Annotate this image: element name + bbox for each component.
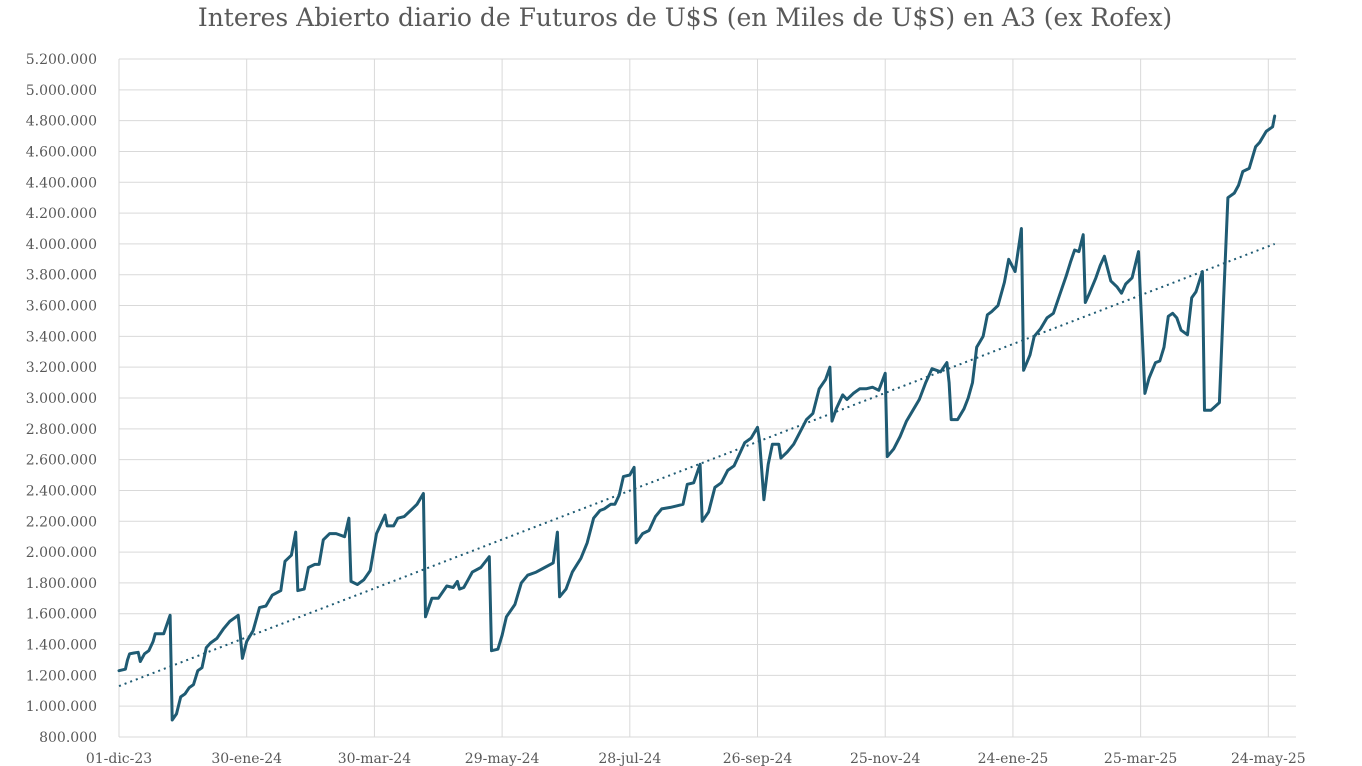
y-tick-label: 2.800.000: [26, 422, 97, 438]
x-tick-label: 25-mar-25: [1104, 751, 1177, 766]
y-axis-tick-labels: 800.000 1.000.000 1.200.000 1.400.000 1.600.…: [26, 52, 97, 746]
x-tick-label: 26-sep-24: [723, 751, 793, 766]
x-tick-label: 01-dic-23: [86, 751, 152, 766]
x-tick-label: 25-nov-24: [850, 751, 921, 766]
y-tick-label: 2.200.000: [26, 514, 97, 530]
y-tick-label: 800.000: [39, 730, 97, 746]
y-tick-label: 2.600.000: [26, 453, 97, 469]
y-tick-label: 1.000.000: [26, 699, 97, 715]
gridlines: [118, 58, 1296, 738]
x-tick-label: 28-jul-24: [598, 751, 661, 766]
y-tick-label: 2.400.000: [26, 483, 97, 499]
y-tick-label: 3.400.000: [26, 329, 97, 345]
y-tick-label: 2.000.000: [26, 545, 97, 561]
y-tick-label: 4.200.000: [26, 206, 97, 222]
x-axis-tick-labels: 01-dic-23 30-ene-24 30-mar-24 29-may-24 28-j…: [86, 751, 1306, 766]
y-tick-label: 3.800.000: [26, 268, 97, 284]
x-tick-label: 30-mar-24: [338, 751, 411, 766]
y-tick-label: 1.600.000: [26, 607, 97, 623]
y-tick-label: 3.200.000: [26, 360, 97, 376]
trendline: [118, 242, 1276, 688]
y-tick-label: 1.800.000: [26, 576, 97, 592]
y-tick-label: 1.400.000: [26, 638, 97, 654]
y-tick-label: 1.200.000: [26, 668, 97, 684]
chart-title: Interes Abierto diario de Futuros de U$S…: [198, 3, 1172, 32]
x-tick-label: 24-may-25: [1231, 751, 1306, 766]
y-tick-label: 5.200.000: [26, 52, 97, 68]
y-tick-label: 5.000.000: [26, 83, 97, 99]
x-tick-label: 29-may-24: [465, 751, 540, 766]
series-layer: [117, 114, 1277, 722]
y-tick-label: 3.000.000: [26, 391, 97, 407]
series-line: [117, 114, 1277, 722]
y-tick-label: 4.400.000: [26, 175, 97, 191]
x-tick-label: 30-ene-24: [211, 751, 282, 766]
x-tick-label: 24-ene-25: [978, 751, 1049, 766]
y-tick-label: 4.000.000: [26, 237, 97, 253]
y-tick-label: 4.800.000: [26, 114, 97, 130]
y-tick-label: 3.600.000: [26, 299, 97, 315]
y-tick-label: 4.600.000: [26, 144, 97, 160]
